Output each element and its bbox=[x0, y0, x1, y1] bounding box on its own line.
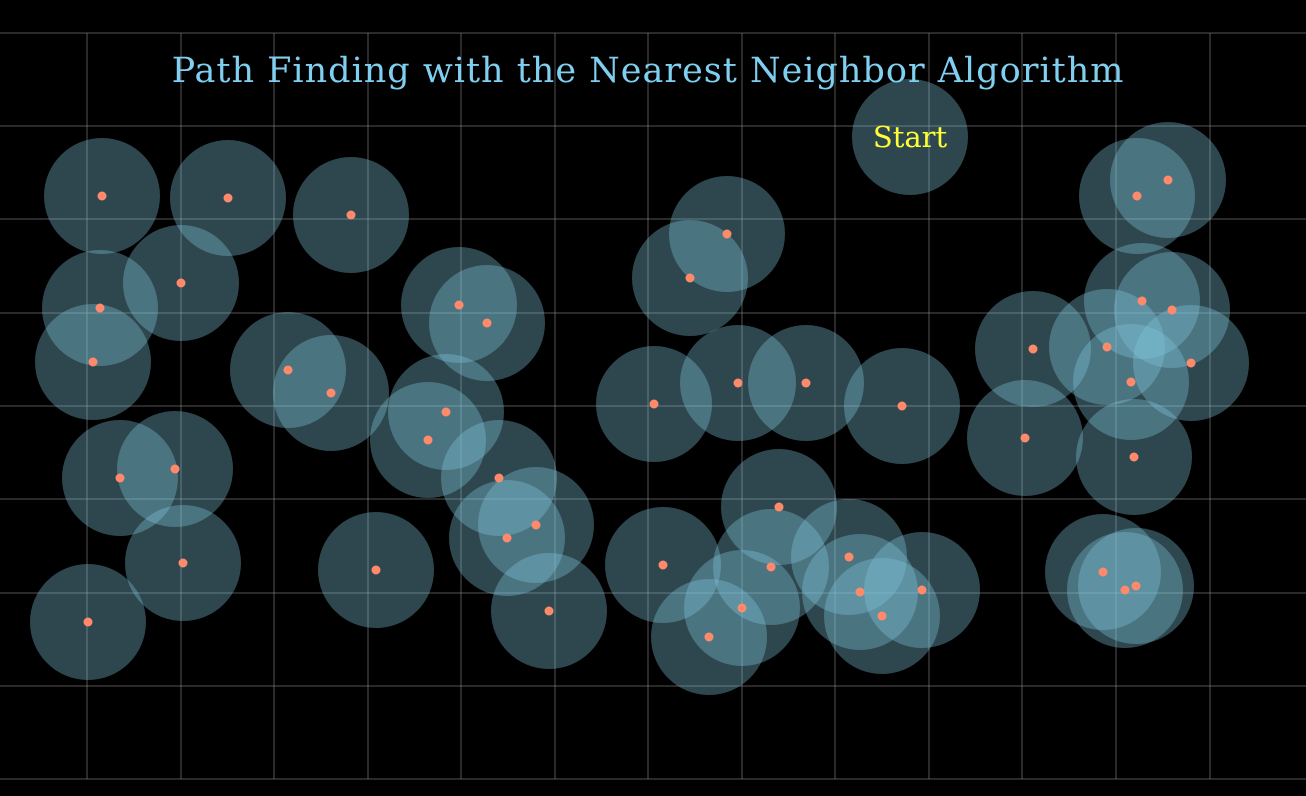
start-label: Start bbox=[873, 120, 948, 154]
node-point bbox=[801, 378, 811, 388]
node-point bbox=[897, 401, 907, 411]
node-point bbox=[371, 565, 381, 575]
node-point bbox=[494, 473, 504, 483]
node-point bbox=[733, 378, 743, 388]
node-point bbox=[1020, 433, 1030, 443]
node-point bbox=[722, 229, 732, 239]
node-point bbox=[83, 617, 93, 627]
node-point bbox=[283, 365, 293, 375]
node-point bbox=[178, 558, 188, 568]
diagram-title: Path Finding with the Nearest Neighbor A… bbox=[172, 51, 1125, 91]
node-point bbox=[1131, 581, 1141, 591]
node-point bbox=[658, 560, 668, 570]
node-point bbox=[1028, 344, 1038, 354]
node-point bbox=[917, 585, 927, 595]
node-point bbox=[737, 603, 747, 613]
node-point bbox=[855, 587, 865, 597]
node-point bbox=[531, 520, 541, 530]
node-point bbox=[170, 464, 180, 474]
node-point bbox=[1137, 296, 1147, 306]
node-point bbox=[176, 278, 186, 288]
node-point bbox=[1167, 305, 1177, 315]
node-point bbox=[1098, 567, 1108, 577]
node-point bbox=[482, 318, 492, 328]
nodes bbox=[83, 175, 1196, 642]
node-point bbox=[844, 552, 854, 562]
node-point bbox=[95, 303, 105, 313]
node-point bbox=[649, 399, 659, 409]
node-point bbox=[502, 533, 512, 543]
node-point bbox=[544, 606, 554, 616]
node-point bbox=[454, 300, 464, 310]
node-point bbox=[1126, 377, 1136, 387]
node-point bbox=[685, 273, 695, 283]
node-point bbox=[877, 611, 887, 621]
node-point bbox=[766, 562, 776, 572]
node-point bbox=[423, 435, 433, 445]
node-point bbox=[441, 407, 451, 417]
node-point bbox=[704, 632, 714, 642]
node-point bbox=[223, 193, 233, 203]
node-point bbox=[774, 502, 784, 512]
node-point bbox=[1129, 452, 1139, 462]
node-point bbox=[326, 388, 336, 398]
node-point bbox=[97, 191, 107, 201]
grid bbox=[0, 32, 1306, 780]
node-point bbox=[115, 473, 125, 483]
start-radius-circle bbox=[852, 79, 968, 195]
node-point bbox=[88, 357, 98, 367]
node-point bbox=[1120, 585, 1130, 595]
node-point bbox=[1102, 342, 1112, 352]
node-point bbox=[1186, 358, 1196, 368]
node-point bbox=[1132, 191, 1142, 201]
node-point bbox=[1163, 175, 1173, 185]
node-point bbox=[346, 210, 356, 220]
